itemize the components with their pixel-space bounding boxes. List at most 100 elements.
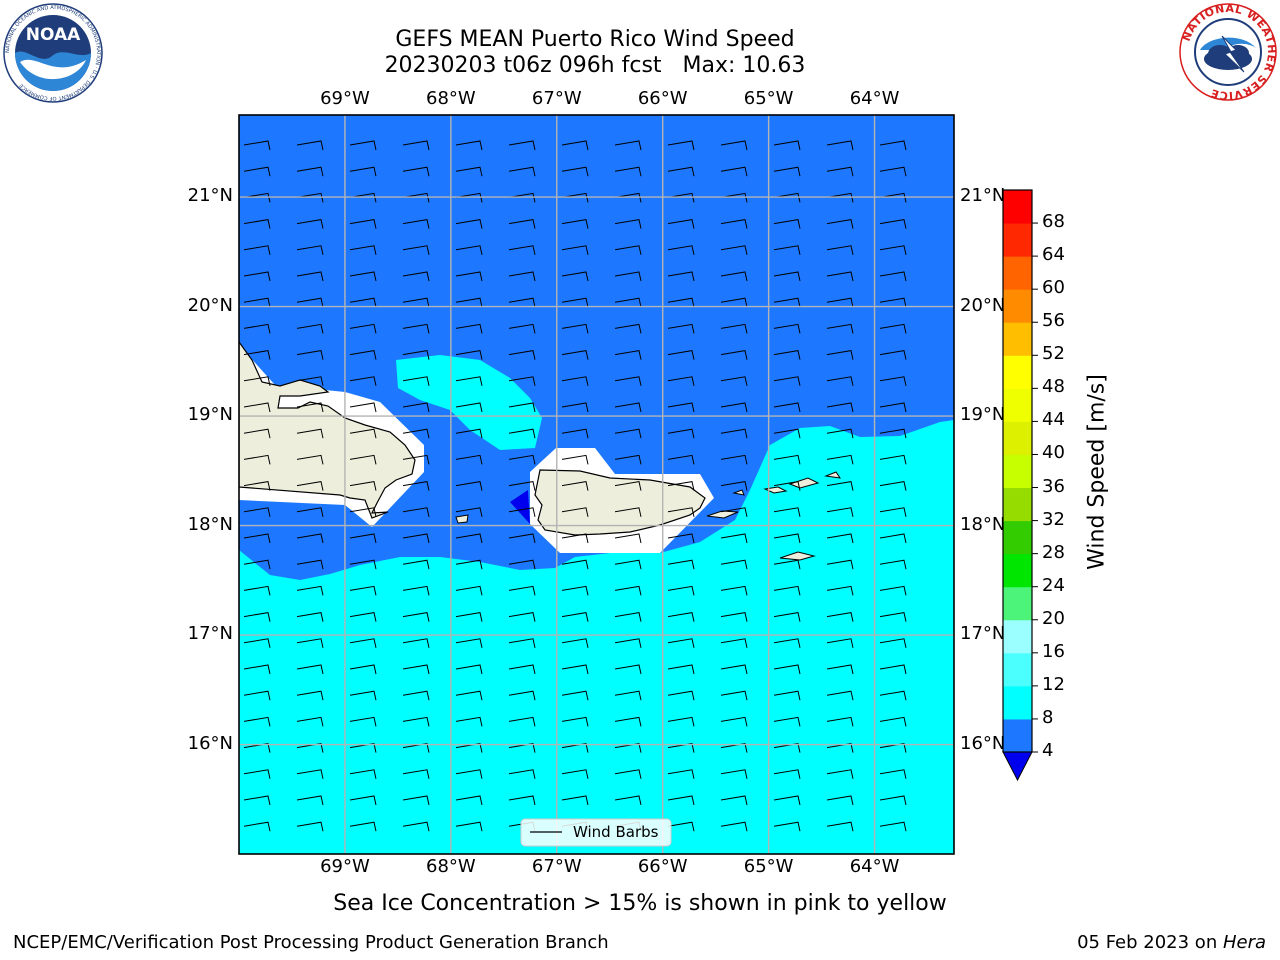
tick-label: 65°W (743, 88, 794, 109)
colorbar-segment (1003, 256, 1032, 290)
wind-barb (667, 716, 695, 727)
map-frame (238, 114, 955, 855)
wind-barb (773, 533, 801, 544)
wind-barb (667, 795, 695, 806)
wind-barb (720, 716, 748, 727)
wind-barb (667, 140, 695, 151)
footer-host: Hera (1222, 932, 1266, 953)
wind-barb (455, 559, 483, 570)
tick-label: 20°N (187, 294, 233, 316)
wind-barb (826, 638, 854, 648)
wind-barb (720, 192, 748, 203)
wind-barb (455, 454, 483, 465)
wind-barb (349, 716, 377, 727)
wind-barb (455, 166, 483, 177)
wind-barb (773, 769, 801, 779)
tick-label: 66°W (637, 856, 688, 877)
wind-barb (243, 376, 271, 386)
colorbar-level-label: 8 (1042, 706, 1054, 728)
wind-barb (508, 323, 536, 334)
wind-barb (402, 690, 430, 701)
colorbar-segment (1003, 586, 1032, 621)
wind-barb (667, 664, 695, 675)
wind-barb (667, 743, 695, 753)
wind-barb (826, 454, 854, 465)
wind-barb (720, 350, 748, 360)
wind-barb (561, 376, 589, 386)
wind-barb (879, 664, 907, 675)
sea-ice-caption: Sea Ice Concentration > 15% is shown in … (333, 891, 947, 916)
wind-barb (508, 533, 536, 544)
wind-barb (296, 481, 324, 491)
colorbar-segment (1003, 652, 1032, 687)
colorbar-segment (1003, 355, 1032, 389)
wind-barb (349, 402, 377, 413)
wind-barb (826, 507, 854, 517)
colorbar-segment (1003, 685, 1032, 720)
wind-barb (243, 323, 271, 334)
wind-barb (773, 166, 801, 177)
wind-barb (826, 402, 854, 413)
wind-barb (826, 166, 854, 177)
wind-barb (720, 664, 748, 675)
wind-barb (773, 507, 801, 517)
wind-barb (508, 166, 536, 177)
colorbar-level-label: 68 (1042, 211, 1065, 233)
wind-barb (720, 376, 748, 386)
colorbar-segment (1003, 289, 1032, 323)
wind-barb (243, 690, 271, 701)
wind-barb (243, 271, 271, 282)
wind-barb (826, 140, 854, 151)
wind-barb (561, 323, 589, 334)
wind-barb (508, 219, 536, 229)
wind-barb (296, 612, 324, 622)
wind-barb (243, 192, 271, 203)
wind-barb (349, 690, 377, 701)
wind-barb (879, 323, 907, 334)
wind-barb (455, 821, 483, 832)
wind-barb (614, 350, 642, 360)
colorbar-level-label: 32 (1042, 508, 1065, 530)
colorbar-level-label: 12 (1042, 673, 1065, 695)
wind-barb (243, 716, 271, 727)
wind-barb (508, 245, 536, 255)
wind-barb (296, 192, 324, 203)
wind-barb (296, 585, 324, 596)
wind-barb (561, 350, 589, 360)
wind-barb (561, 638, 589, 648)
wind-barb (614, 192, 642, 203)
wind-barb (508, 192, 536, 203)
wind-barb (561, 219, 589, 229)
wind-barb (402, 716, 430, 727)
wind-barb (614, 769, 642, 779)
wind-barb (720, 297, 748, 308)
wind-barb (349, 219, 377, 229)
wind-barb (561, 428, 589, 439)
wind-barb (508, 271, 536, 282)
wind-barb (826, 297, 854, 308)
wind-barb (349, 271, 377, 282)
wind-barb (561, 507, 589, 517)
wind-barb (879, 716, 907, 727)
wind-barb (455, 716, 483, 727)
wind-barb (614, 664, 642, 675)
wind-barb (879, 821, 907, 832)
wind-barb (879, 428, 907, 439)
wind-barb (561, 795, 589, 806)
wind-barb (349, 559, 377, 570)
colorbar-level-label: 16 (1042, 640, 1065, 662)
wind-barb (296, 533, 324, 544)
wind-barb (773, 245, 801, 255)
colorbar (1002, 189, 1038, 782)
wind-barb (243, 559, 271, 570)
wind-barb (243, 428, 271, 439)
tick-label: 21°N (960, 185, 1006, 207)
colorbar-segment (1003, 223, 1032, 257)
wind-barb (879, 271, 907, 282)
colorbar-segment (1003, 553, 1032, 588)
wind-barb (720, 271, 748, 282)
wind-barb (296, 219, 324, 229)
wind-barb (826, 585, 854, 596)
wind-barb (508, 743, 536, 753)
wind-barb (773, 219, 801, 229)
